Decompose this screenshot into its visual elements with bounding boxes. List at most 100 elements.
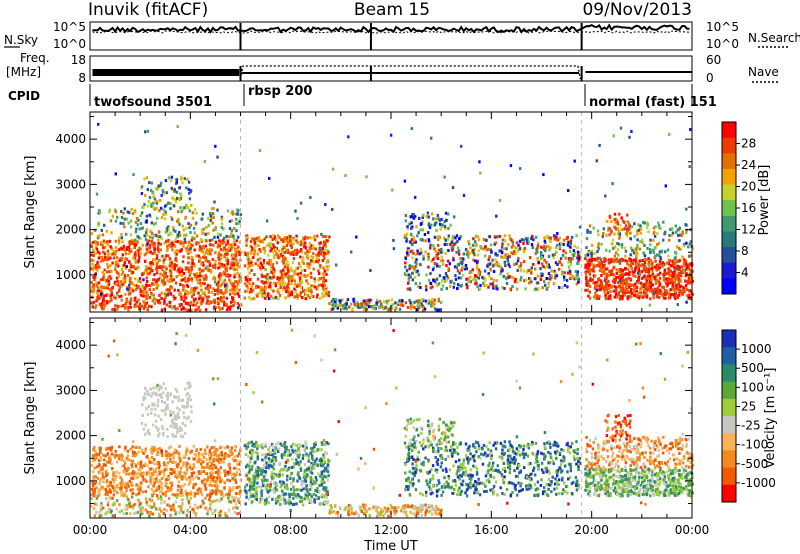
- range-gate-cell: [176, 125, 179, 128]
- range-gate-cell: [155, 298, 158, 302]
- range-gate-cell: [489, 267, 492, 271]
- range-gate-cell: [505, 281, 509, 285]
- range-gate-cell: [227, 273, 230, 277]
- range-gate-cell: [187, 308, 190, 312]
- range-gate-cell: [183, 233, 186, 237]
- range-gate-cell: [112, 252, 115, 256]
- range-gate-cell: [190, 289, 193, 293]
- range-gate-cell: [201, 298, 205, 301]
- range-gate-cell: [519, 264, 522, 268]
- range-gate-cell: [110, 231, 113, 235]
- range-gate-cell: [618, 297, 622, 301]
- range-gate-cell: [178, 472, 182, 476]
- range-gate-cell: [411, 249, 414, 253]
- range-gate-cell: [204, 259, 207, 263]
- range-gate-cell: [150, 305, 153, 309]
- range-gate-cell: [162, 208, 165, 212]
- range-gate-cell: [523, 279, 526, 283]
- range-gate-cell: [563, 278, 566, 282]
- range-gate-cell: [181, 398, 185, 402]
- range-gate-cell: [157, 448, 160, 452]
- range-gate-cell: [421, 238, 424, 242]
- range-gate-cell: [445, 264, 448, 267]
- range-gate-cell: [216, 297, 220, 301]
- range-gate-cell: [180, 175, 183, 179]
- range-gate-cell: [92, 285, 95, 289]
- range-gate-cell: [647, 230, 650, 234]
- range-gate-cell: [116, 307, 119, 311]
- range-gate-cell: [304, 241, 307, 245]
- range-gate-cell: [573, 244, 576, 248]
- range-gate-cell: [307, 287, 310, 291]
- range-gate-cell: [219, 242, 222, 246]
- range-gate-cell: [207, 231, 210, 235]
- range-gate-cell: [186, 477, 189, 481]
- range-gate-cell: [661, 285, 664, 289]
- range-gate-cell: [315, 259, 318, 263]
- range-gate-cell: [292, 238, 295, 242]
- range-gate-cell: [432, 304, 435, 308]
- range-gate-cell: [567, 260, 570, 264]
- range-gate-cell: [498, 199, 502, 202]
- range-gate-cell: [277, 297, 280, 301]
- range-gate-cell: [189, 243, 192, 247]
- range-gate-cell: [689, 240, 693, 244]
- range-gate-cell: [601, 286, 604, 290]
- range-gate-cell: [187, 261, 190, 265]
- range-gate-cell: [206, 216, 210, 220]
- range-gate-cell: [146, 306, 149, 310]
- range-gate-cell: [603, 263, 607, 267]
- range-gate-cell: [605, 287, 608, 291]
- range-gate-cell: [469, 251, 472, 255]
- range-gate-cell: [238, 303, 241, 307]
- range-gate-cell: [178, 222, 181, 226]
- range-gate-cell: [144, 252, 148, 256]
- range-gate-cell: [615, 268, 618, 272]
- range-gate-cell: [108, 288, 112, 291]
- range-gate-cell: [126, 248, 129, 251]
- range-gate-cell: [539, 275, 542, 279]
- range-gate-cell: [246, 256, 249, 260]
- range-gate-cell: [605, 258, 608, 262]
- range-gate-cell: [366, 299, 369, 302]
- range-gate-cell: [435, 262, 439, 266]
- range-gate-cell: [675, 276, 678, 280]
- range-gate-cell: [146, 250, 149, 254]
- range-gate-cell: [667, 295, 670, 299]
- range-gate-cell: [618, 261, 621, 265]
- range-gate-cell: [261, 240, 265, 244]
- range-gate-cell: [175, 473, 178, 477]
- range-gate-cell: [185, 308, 188, 312]
- range-gate-cell: [225, 455, 228, 459]
- range-gate-cell: [132, 450, 135, 454]
- range-gate-cell: [656, 266, 659, 270]
- range-gate-cell: [453, 281, 456, 285]
- range-gate-cell: [178, 273, 181, 277]
- range-gate-cell: [620, 259, 624, 263]
- range-gate-cell: [113, 453, 116, 457]
- range-gate-cell: [103, 268, 106, 272]
- range-gate-cell: [607, 283, 610, 287]
- range-gate-cell: [115, 474, 118, 478]
- range-gate-cell: [180, 274, 184, 277]
- range-gate-cell: [292, 257, 296, 261]
- range-gate-cell: [198, 472, 201, 476]
- range-gate-cell: [127, 245, 131, 249]
- range-gate-cell: [621, 283, 624, 287]
- range-gate-cell: [286, 241, 290, 245]
- range-gate-cell: [180, 177, 183, 181]
- range-gate-cell: [445, 287, 448, 290]
- range-gate-cell: [439, 259, 443, 263]
- range-gate-cell: [447, 267, 450, 271]
- range-gate-cell: [312, 236, 315, 240]
- range-gate-cell: [127, 305, 130, 309]
- range-gate-cell: [218, 244, 222, 248]
- range-gate-cell: [149, 467, 152, 471]
- range-gate-cell: [600, 262, 603, 266]
- range-gate-cell: [216, 245, 219, 249]
- range-gate-cell: [603, 290, 606, 294]
- range-gate-cell: [165, 303, 169, 307]
- range-gate-cell: [678, 239, 681, 243]
- range-gate-cell: [170, 306, 174, 310]
